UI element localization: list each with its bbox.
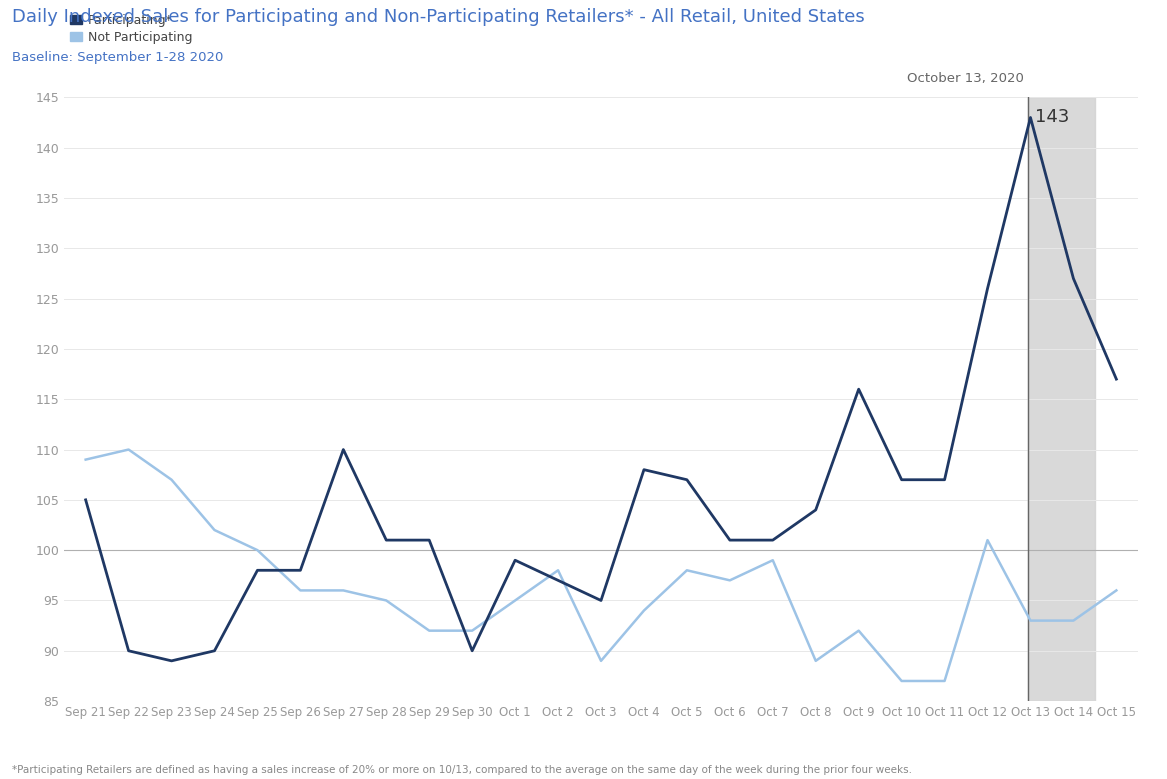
Legend: Participating*, Not Participating: Participating*, Not Participating [70, 14, 193, 44]
Bar [1028, 97, 1095, 701]
Text: October 13, 2020: October 13, 2020 [907, 72, 1023, 86]
Text: *Participating Retailers are defined as having a sales increase of 20% or more o: *Participating Retailers are defined as … [12, 765, 911, 775]
Text: Baseline: September 1-28 2020: Baseline: September 1-28 2020 [12, 51, 223, 64]
Text: Daily Indexed Sales for Participating and Non-Participating Retailers* - All Ret: Daily Indexed Sales for Participating an… [12, 8, 865, 26]
Text: 143: 143 [1035, 108, 1069, 126]
